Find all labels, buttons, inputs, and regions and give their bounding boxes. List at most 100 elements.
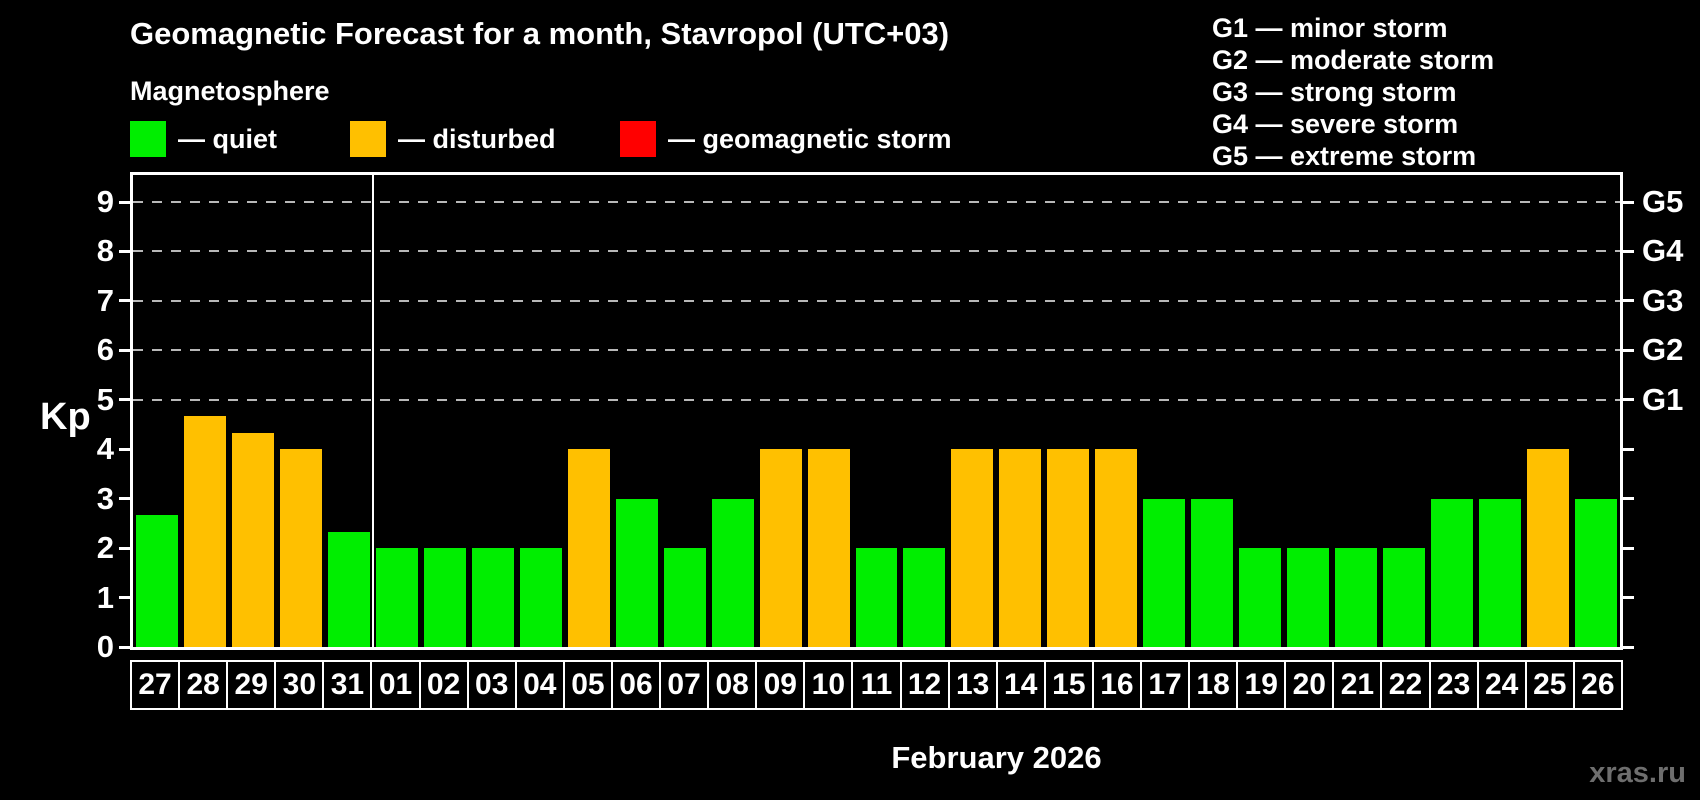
legend-item-storm: — geomagnetic storm [620, 120, 952, 158]
legend-label-quiet: — quiet [178, 123, 277, 154]
gridline-kp9 [133, 201, 1620, 203]
kp-bar-day-26 [1575, 498, 1617, 647]
g-scale-label-g1: G1 [1642, 381, 1684, 417]
day-label-30: 30 [274, 662, 322, 708]
right-axis-tick-5 [1623, 398, 1634, 402]
left-axis-tick-0 [119, 645, 130, 649]
g-legend-line-g5: G5 — extreme storm [1212, 141, 1477, 171]
g-legend-line-g1: G1 — minor storm [1212, 13, 1448, 43]
legend-item-quiet: — quiet [130, 120, 277, 158]
chart-title: Geomagnetic Forecast for a month, Stavro… [130, 16, 950, 51]
right-axis-tick-9 [1623, 200, 1634, 204]
legend-label-disturbed: — disturbed [398, 123, 556, 154]
day-label-25: 25 [1524, 662, 1573, 708]
disturbed-color-swatch [350, 121, 386, 157]
day-label-28: 28 [178, 662, 226, 708]
left-axis-tick-8 [119, 249, 130, 253]
right-axis-tick-4 [1623, 447, 1634, 451]
kp-bar-day-06 [615, 498, 658, 647]
day-axis-row: 27 28 29 30 31 01 02 03 04 05 06 07 08 09 10 11 12 13 14 15… [130, 660, 1623, 710]
storm-color-swatch [620, 121, 656, 157]
right-axis-tick-3 [1623, 497, 1634, 501]
day-label-08: 08 [707, 662, 755, 708]
right-axis-tick-7 [1623, 299, 1634, 303]
kp-bar-day-22 [1383, 548, 1426, 647]
g-legend-line-g3: G3 — strong storm [1212, 77, 1457, 107]
day-label-22: 22 [1380, 662, 1428, 708]
kp-bar-day-31 [327, 531, 370, 647]
kp-bar-day-05 [567, 449, 610, 647]
day-label-10: 10 [803, 662, 851, 708]
kp-bar-day-30 [279, 449, 322, 647]
chart-subtitle: Magnetosphere [130, 76, 330, 106]
kp-bar-day-04 [519, 548, 562, 647]
day-label-14: 14 [995, 662, 1044, 708]
g-scale-label-g5: G5 [1642, 184, 1684, 219]
kp-bar-day-24 [1479, 498, 1522, 647]
kp-bar-day-12 [903, 548, 946, 647]
day-label-24: 24 [1476, 662, 1525, 708]
gridline-kp6 [133, 349, 1620, 352]
day-label-26: 26 [1572, 662, 1621, 708]
day-label-23: 23 [1428, 662, 1477, 708]
day-label-18: 18 [1188, 662, 1236, 708]
day-label-29: 29 [226, 662, 274, 708]
kp-bar-day-10 [807, 449, 850, 647]
legend-item-disturbed: — disturbed [350, 120, 556, 158]
left-axis-tick-1 [119, 596, 130, 600]
kp-bar-day-13 [951, 449, 994, 647]
legend-label-storm: — geomagnetic storm [668, 123, 952, 154]
right-axis-tick-0 [1623, 645, 1634, 649]
gridline-kp5 [133, 398, 1620, 401]
right-axis-tick-1 [1623, 596, 1634, 600]
day-label-03: 03 [466, 662, 515, 708]
left-axis-tick-9 [119, 200, 130, 204]
kp-bar-day-07 [663, 548, 706, 647]
kp-bar-day-27 [136, 514, 178, 647]
y-tick-label-9: 9 [96, 184, 114, 219]
y-tick-label-3: 3 [96, 480, 114, 516]
day-label-16: 16 [1091, 662, 1140, 708]
day-label-11: 11 [851, 662, 899, 708]
y-axis-title-kp: Kp [40, 396, 91, 438]
y-tick-label-1: 1 [96, 579, 114, 615]
y-tick-label-4: 4 [96, 431, 114, 467]
day-label-09: 09 [755, 662, 803, 708]
gridline-kp7 [133, 299, 1620, 302]
kp-bar-day-23 [1431, 498, 1474, 647]
kp-bar-day-28 [183, 416, 226, 647]
kp-bar-day-11 [855, 548, 898, 647]
y-tick-label-6: 6 [96, 332, 114, 368]
y-tick-label-7: 7 [96, 282, 114, 318]
day-label-19: 19 [1236, 662, 1284, 708]
day-label-01: 01 [370, 662, 418, 708]
g-legend-line-g2: G2 — moderate storm [1212, 45, 1495, 75]
y-tick-label-2: 2 [96, 530, 114, 566]
plot-area [133, 175, 1620, 647]
kp-bar-day-18 [1191, 498, 1234, 647]
left-axis-tick-2 [119, 546, 130, 550]
kp-bar-day-19 [1239, 548, 1282, 647]
day-label-13: 13 [947, 662, 996, 708]
y-tick-label-0: 0 [96, 629, 114, 664]
g-scale-label-g4: G4 [1642, 233, 1684, 269]
y-tick-label-8: 8 [96, 233, 114, 269]
watermark-xras: xras.ru [1589, 757, 1686, 789]
y-tick-label-5: 5 [96, 381, 114, 417]
day-label-15: 15 [1043, 662, 1092, 708]
plot-border [130, 172, 1623, 650]
left-axis-tick-4 [119, 447, 130, 451]
left-axis-tick-7 [119, 299, 130, 303]
kp-bar-day-14 [999, 449, 1042, 647]
kp-bar-day-16 [1095, 449, 1138, 647]
kp-bar-day-21 [1335, 548, 1378, 647]
left-axis-tick-6 [119, 348, 130, 352]
quiet-color-swatch [130, 121, 166, 157]
g-legend-line-g4: G4 — severe storm [1212, 109, 1459, 139]
gridline-kp8 [133, 250, 1620, 253]
day-label-05: 05 [562, 662, 611, 708]
day-label-04: 04 [514, 662, 563, 708]
month-separator-line [371, 175, 374, 647]
kp-bar-day-15 [1047, 449, 1090, 647]
right-axis-tick-2 [1623, 546, 1634, 550]
